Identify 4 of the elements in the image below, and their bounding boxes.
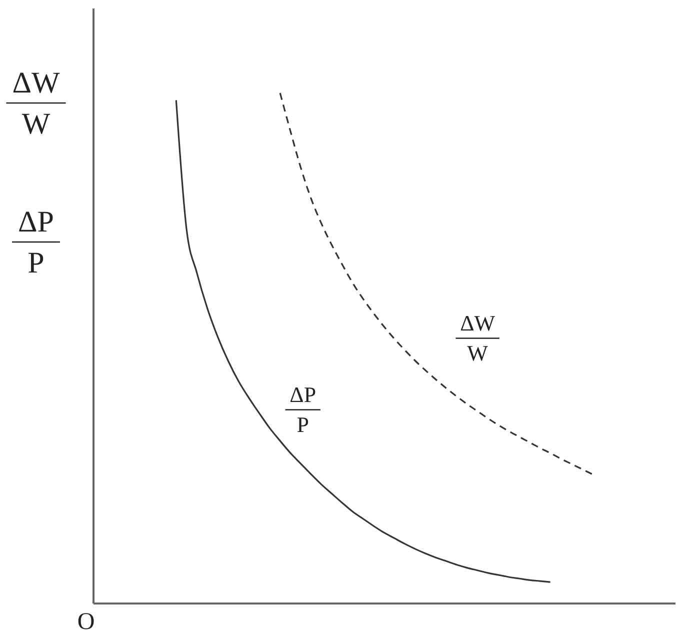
text: ΔW W ΔP P (12, 66, 60, 280)
series-label: ΔP P (290, 382, 316, 437)
text: O (77, 609, 95, 630)
series-label: ΔW W (460, 310, 496, 366)
